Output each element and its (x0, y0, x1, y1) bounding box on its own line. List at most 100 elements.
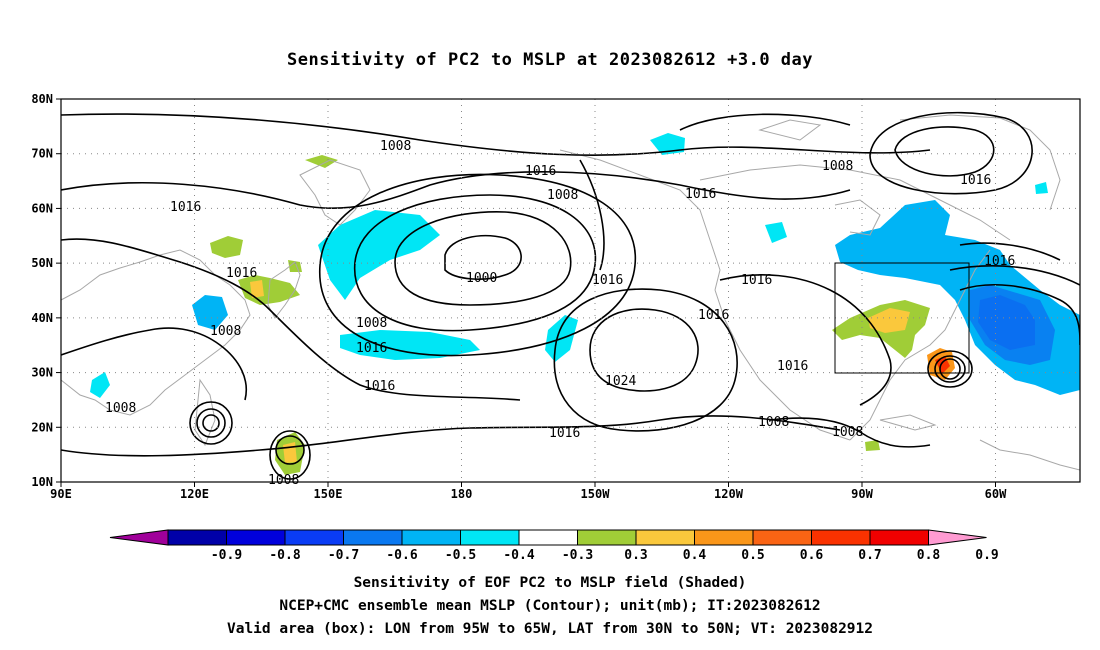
colorbar-swatch (518, 529, 578, 546)
shade-negative-se (1035, 182, 1048, 194)
colorbar-swatch (869, 529, 929, 546)
colorbar-swatch (694, 529, 754, 546)
lat-label: 30N (31, 366, 53, 380)
contour-label: 1016 (685, 187, 716, 202)
contour-label: 1016 (592, 273, 623, 288)
shade-negative-atl (765, 222, 787, 243)
lon-label: 120W (714, 487, 744, 501)
lat-label: 80N (31, 92, 53, 106)
contour-label: 1008 (758, 415, 789, 430)
contour-label: 1016 (170, 200, 201, 215)
shade-positive-tiny (288, 260, 302, 272)
contour-asia-low (202, 414, 220, 432)
contour-label: 1016 (698, 308, 729, 323)
contour-label: 1008 (210, 324, 241, 339)
colorbar-label: 0.5 (741, 548, 764, 563)
lon-label: 150E (314, 487, 343, 501)
contour-mid-1016 (579, 159, 605, 271)
colorbar-label: 0.8 (917, 548, 941, 563)
coast-arctic-islands (758, 119, 822, 141)
gridlines (61, 99, 1080, 482)
colorbar-swatch (752, 529, 812, 546)
contour-north-1008 (61, 113, 931, 157)
shade-negative-arctic (650, 133, 685, 155)
coast-greenland (899, 114, 1061, 211)
lon-label: 150W (581, 487, 611, 501)
shade-negative-asia (90, 372, 110, 398)
contour-label: 1016 (364, 379, 395, 394)
lat-label: 40N (31, 311, 53, 325)
longitude-labels: 90E 120E 150E 180 150W 120W 90W 60W (50, 482, 1007, 501)
contour-cyclone-1 (939, 358, 961, 380)
contour-arctic-ring (679, 113, 851, 131)
colorbar-swatch (635, 529, 695, 546)
colorbar-swatch (811, 529, 871, 546)
colorbar-label: -0.3 (562, 548, 593, 563)
colorbar-min-arrow (109, 529, 169, 546)
contour-label: 1008 (268, 473, 299, 488)
coast-asia (61, 249, 251, 416)
contour-labels: 1008 1016 1008 1016 1000 1008 1016 1016 … (105, 139, 1015, 488)
colorbar-swatch (577, 529, 637, 546)
contour-low-1016 (319, 173, 637, 357)
contour-label: 1016 (525, 164, 556, 179)
contour-low-1008a (394, 211, 572, 306)
contour-cyclone-2 (934, 355, 966, 383)
contour-west-1016a (61, 238, 521, 401)
colorbar-label: -0.8 (269, 548, 300, 563)
colorbar-label: 0.9 (975, 548, 998, 563)
colorbar-swatch (226, 529, 286, 546)
coast-namerica-e (849, 249, 991, 441)
shade-positive-japan-core (250, 280, 264, 298)
shade-negative-east-mid (970, 285, 1055, 365)
coast-philippines (194, 378, 216, 447)
contour-label: 1016 (741, 273, 772, 288)
lon-label: 120E (180, 487, 209, 501)
colorbar-swatch (401, 529, 461, 546)
colorbar-max-arrow (928, 529, 987, 546)
lat-label: 70N (31, 147, 53, 161)
shade-positive-us-mid (868, 308, 910, 333)
contour-pac-south-2 (269, 430, 311, 480)
colorbar-swatch (343, 529, 403, 546)
colorbar-label: -0.6 (386, 548, 417, 563)
colorbar-swatch (284, 529, 344, 546)
lat-label: 20N (31, 420, 53, 434)
shade-negative-east (835, 200, 1080, 395)
contour-east-1008 (769, 417, 931, 448)
colorbar-label: -0.9 (211, 548, 242, 563)
lon-label: 180 (451, 487, 473, 501)
map-title: Sensitivity of PC2 to MSLP at 2023082612… (286, 50, 813, 70)
contour-arctic-1008 (869, 111, 1033, 195)
contour-west-1008 (61, 327, 247, 401)
colorbar-label: -0.4 (503, 548, 534, 563)
contour-north-1016 (61, 171, 851, 210)
shade-positive-arctic (305, 155, 338, 168)
coast-namerica-w (714, 289, 851, 441)
shade-negative-pac2 (340, 330, 480, 360)
colorbar-label: -0.7 (328, 548, 359, 563)
contour-atl-ring (959, 284, 1080, 346)
colorbar-swatch (167, 529, 227, 546)
contour-low-1000 (444, 234, 522, 280)
contour-label: 1016 (549, 426, 580, 441)
contour-east-1016 (719, 274, 892, 406)
contour-label: 1008 (356, 316, 387, 331)
lat-label: 60N (31, 201, 53, 215)
contour-label: 1016 (984, 254, 1015, 269)
contour-ne-1016 (959, 242, 1061, 261)
colorbar-label: 0.6 (800, 548, 824, 563)
lat-label: 10N (31, 475, 53, 489)
contour-south-1016 (61, 415, 841, 457)
shade-negative-pac (318, 210, 440, 300)
colorbar-label: 0.3 (624, 548, 647, 563)
contour-high-1024 (589, 308, 699, 392)
contour-label: 1008 (822, 159, 853, 174)
lon-label: 90W (851, 487, 873, 501)
contour-asia-low-2 (196, 408, 226, 438)
contour-label: 1008 (547, 188, 578, 203)
lat-label: 50N (31, 256, 53, 270)
coast-canada-north (699, 164, 1011, 241)
colorbar-label: 0.7 (858, 548, 881, 563)
